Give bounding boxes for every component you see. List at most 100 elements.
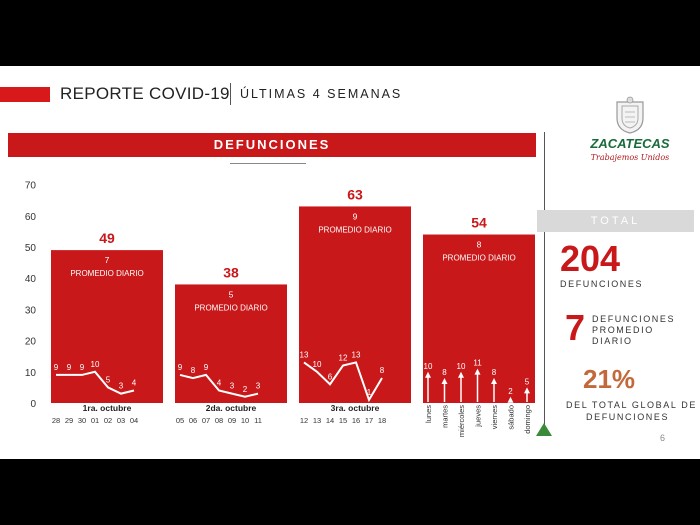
brand-name: ZACATECAS: [590, 136, 670, 151]
day-tick-label: 28: [52, 416, 60, 425]
y-tick-label: 60: [25, 212, 37, 223]
daily-trend-line: [56, 370, 135, 395]
day-tick-label: 01: [91, 416, 99, 425]
pct-caption-line2: DEFUNCIONES: [586, 412, 670, 422]
weekday-tick-label: jueves: [474, 405, 483, 428]
day-tick-label: 16: [352, 416, 360, 425]
daily-value-label: 4: [217, 379, 222, 388]
week-bar: [299, 206, 411, 403]
day-tick-label: 06: [189, 416, 197, 425]
week-bar: [51, 250, 163, 403]
day-tick-label: 14: [326, 416, 334, 425]
day-tick-label: 13: [313, 416, 321, 425]
day-tick-label: 05: [176, 416, 184, 425]
triangle-marker-icon: [536, 423, 552, 436]
daily-value-label: 9: [54, 363, 59, 372]
daily-value-label: 9: [178, 363, 183, 372]
week-bar: [175, 284, 287, 403]
week-avg-value: 5: [229, 289, 234, 299]
daily-value-label: 11: [473, 359, 482, 368]
pct-caption-line1: DEL TOTAL GLOBAL DE: [566, 400, 697, 410]
week-axis-label: 2da. octubre: [206, 403, 257, 413]
week-avg-value: 7: [105, 255, 110, 265]
page-number: 6: [660, 433, 666, 443]
daily-value-label: 12: [339, 354, 348, 363]
day-tick-label: 03: [117, 416, 125, 425]
daily-value-label: 9: [67, 363, 72, 372]
y-tick-label: 50: [25, 243, 37, 254]
day-tick-label: 11: [254, 416, 262, 425]
total-label: TOTAL: [537, 210, 694, 232]
daily-arrow-head-icon: [425, 371, 431, 378]
week-group: 54 8 PROMEDIO DIARIO 10 lunes 8 martes 10 miérco…: [423, 215, 535, 437]
day-tick-label: 08: [215, 416, 223, 425]
daily-value-label: 13: [300, 350, 309, 359]
weekday-tick-label: domingo: [523, 405, 532, 434]
daily-value-label: 10: [457, 362, 466, 371]
weekday-tick-label: lunes: [424, 405, 433, 423]
week-axis-label: 3ra. octubre: [331, 403, 380, 413]
weekday-tick-label: viernes: [490, 405, 499, 429]
daily-value-label: 3: [256, 382, 261, 391]
week-total-label: 63: [347, 186, 363, 202]
week-avg-label: PROMEDIO DIARIO: [318, 225, 391, 234]
daily-value-label: 2: [243, 385, 248, 394]
day-tick-label: 12: [300, 416, 308, 425]
daily-value-label: 8: [380, 366, 385, 375]
page-title: REPORTE COVID-19: [60, 84, 230, 103]
daily-trend-line: [303, 361, 383, 403]
daily-arrow-head-icon: [491, 378, 497, 385]
daily-arrow-head-icon: [458, 371, 464, 378]
daily-arrow-head-icon: [507, 396, 514, 403]
day-tick-label: 09: [228, 416, 236, 425]
total-deaths-value: 204: [560, 238, 621, 279]
y-tick-label: 10: [25, 368, 37, 379]
week-total-label: 49: [99, 230, 115, 246]
daily-value-label: 4: [132, 379, 137, 388]
daily-arrow-head-icon: [441, 378, 448, 385]
y-tick-label: 70: [25, 181, 37, 192]
avg-deaths-value: 7: [565, 307, 586, 348]
header-accent-bar: [0, 87, 50, 102]
avg-caption-line3: DIARIO: [592, 336, 633, 346]
total-deaths-caption: DEFUNCIONES: [560, 279, 644, 289]
daily-value-label: 5: [106, 375, 111, 384]
daily-value-label: 13: [352, 350, 361, 359]
global-pct-value: 21%: [583, 364, 636, 394]
weekday-tick-label: sábado: [507, 405, 516, 430]
daily-value-label: 8: [442, 368, 447, 377]
avg-caption-line1: DEFUNCIONES: [592, 314, 676, 324]
week-avg-label: PROMEDIO DIARIO: [70, 269, 143, 278]
daily-value-label: 10: [313, 360, 322, 369]
slide: REPORTE COVID-19 ÚLTIMAS 4 SEMANAS ZACAT…: [0, 66, 700, 459]
daily-value-label: 1: [367, 388, 372, 397]
brand-slogan: Trabajemos Unidos: [590, 153, 670, 162]
coat-of-arms-icon: [616, 96, 644, 134]
avg-caption-line2: PROMEDIO: [592, 325, 654, 335]
daily-value-label: 3: [119, 382, 124, 391]
daily-arrow-head-icon: [474, 368, 481, 375]
day-tick-label: 02: [104, 416, 112, 425]
daily-value-label: 6: [328, 372, 333, 381]
week-axis-label: 1ra. octubre: [83, 403, 132, 413]
day-tick-label: 30: [78, 416, 86, 425]
daily-value-label: 10: [424, 362, 433, 371]
daily-value-label: 3: [230, 382, 235, 391]
daily-arrow-head-icon: [524, 387, 530, 394]
week-total-label: 54: [471, 215, 487, 231]
day-tick-label: 15: [339, 416, 347, 425]
section-underline: [230, 163, 306, 164]
day-tick-label: 10: [241, 416, 249, 425]
header-divider: [230, 83, 231, 105]
week-total-label: 38: [223, 264, 239, 280]
panel-divider: [544, 132, 545, 432]
daily-value-label: 2: [508, 387, 513, 396]
day-tick-label: 29: [65, 416, 73, 425]
y-tick-label: 20: [25, 337, 37, 348]
day-tick-label: 07: [202, 416, 210, 425]
brand-logo: ZACATECAS Trabajemos Unidos: [580, 96, 680, 166]
y-tick-label: 0: [30, 399, 36, 410]
y-tick-label: 40: [25, 274, 37, 285]
